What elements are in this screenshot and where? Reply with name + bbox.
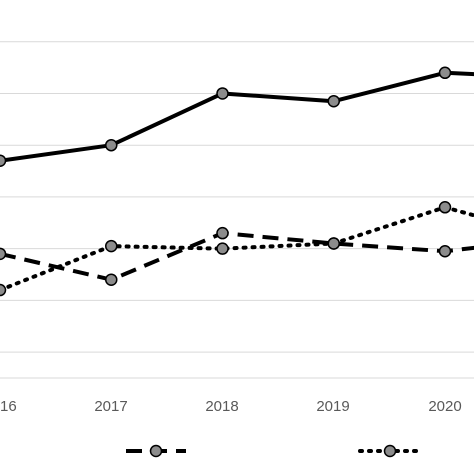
data-point-solid-2017 bbox=[105, 138, 118, 152]
data-point-dashed-2018 bbox=[216, 226, 229, 240]
series-line-dashed bbox=[0, 231, 474, 282]
data-point-dotted-2016 bbox=[0, 283, 7, 297]
legend-marker-dashed bbox=[149, 444, 163, 458]
data-point-dotted-2017 bbox=[105, 239, 118, 253]
data-point-solid-2020 bbox=[438, 66, 452, 80]
data-point-dotted-2019 bbox=[327, 237, 340, 250]
gridlines bbox=[0, 41, 474, 379]
data-point-dashed-2020 bbox=[438, 245, 452, 258]
x-tick-label: 2017 bbox=[94, 398, 127, 415]
data-point-dotted-2018 bbox=[216, 242, 229, 255]
series-lines bbox=[0, 66, 474, 297]
data-point-dotted-2020 bbox=[438, 201, 452, 214]
data-point-dashed-2016 bbox=[0, 247, 7, 261]
x-tick-label: 16 bbox=[0, 398, 17, 415]
x-tick-label: 2020 bbox=[428, 398, 461, 415]
x-tick-label: 2019 bbox=[316, 398, 349, 415]
legend bbox=[126, 444, 422, 458]
series-line-solid bbox=[0, 70, 474, 163]
series-line-dotted bbox=[0, 205, 474, 293]
x-axis-tick-labels: 16 2017 2018 2019 2020 bbox=[0, 398, 462, 415]
data-point-dashed-2017 bbox=[105, 273, 118, 286]
data-point-solid-2018 bbox=[216, 87, 229, 100]
legend-marker-dotted bbox=[383, 444, 397, 458]
data-point-solid-2019 bbox=[327, 94, 340, 108]
data-point-solid-2016 bbox=[0, 154, 7, 167]
x-tick-label: 2018 bbox=[205, 398, 238, 415]
